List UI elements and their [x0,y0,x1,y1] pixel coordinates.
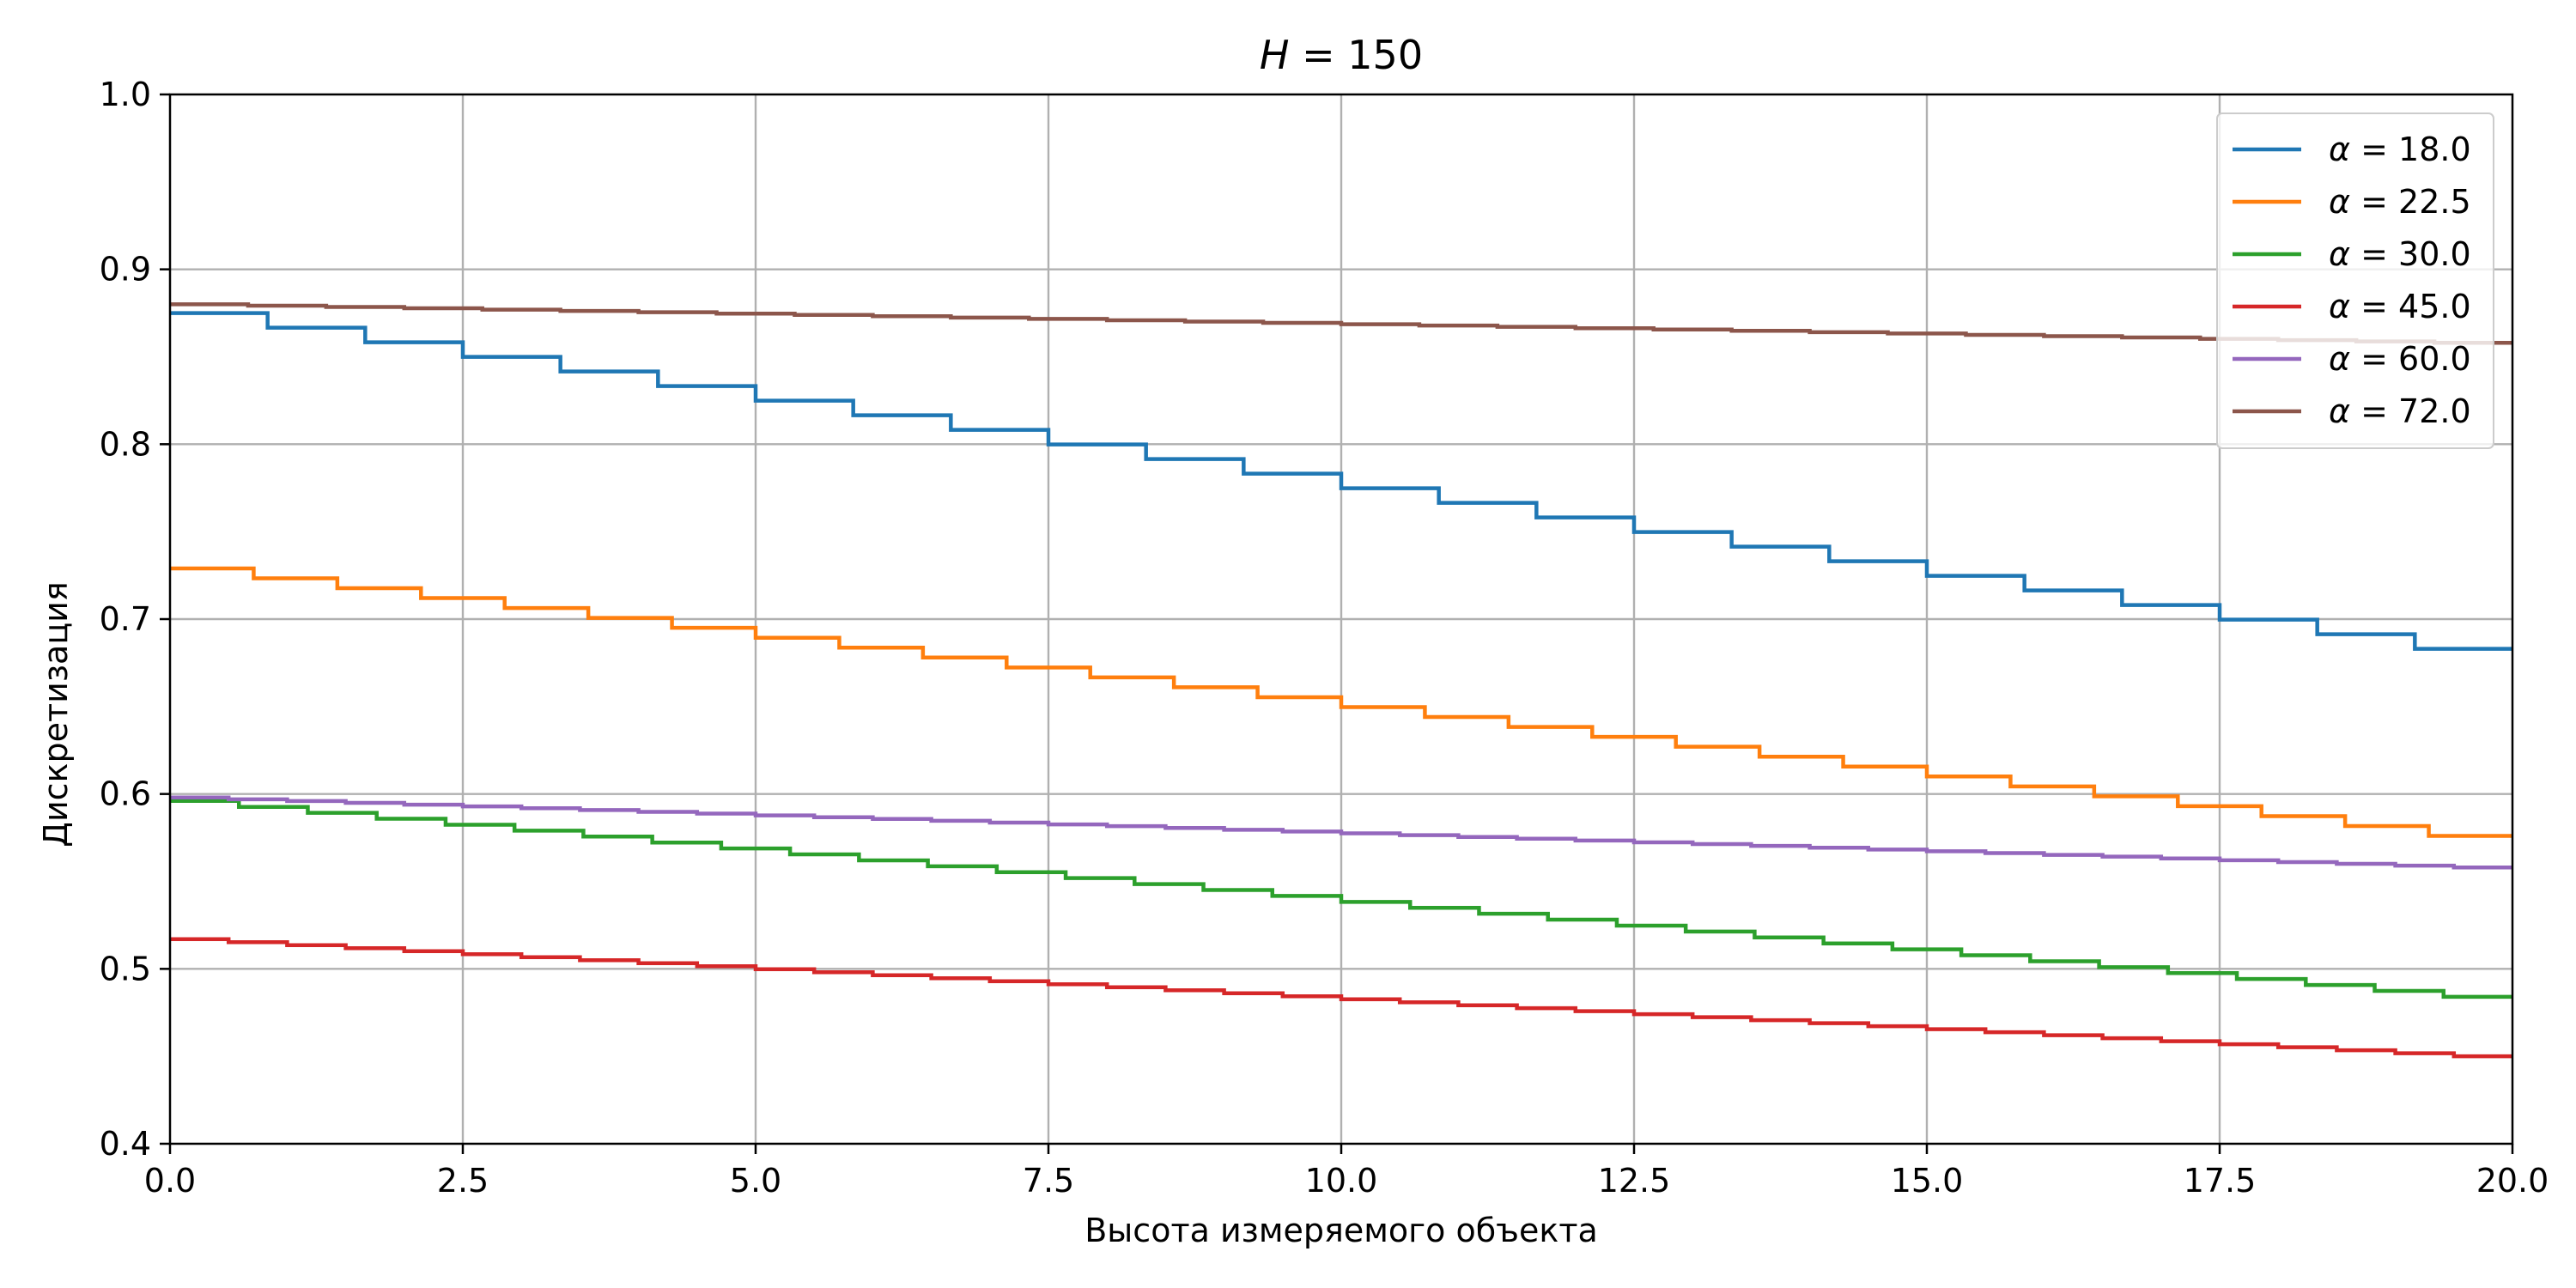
series-line-alpha-45-0 [170,937,2512,1059]
legend-item: α = 60.0 [2233,340,2471,378]
y-tick-label: 0.8 [100,425,151,463]
series-line-alpha-60-0 [170,795,2512,870]
axis-ticks: 0.0 2.5 5.0 7.5 10.0 12.5 15.0 17.5 20.0 0.4 0.5 0.… [100,76,2549,1200]
chart-title-value: = 150 [1290,32,1424,78]
series-line-alpha-30-0 [170,799,2512,999]
series-line-alpha-18-0 [170,311,2512,651]
legend-item: α = 22.5 [2233,183,2471,221]
y-tick-label: 0.6 [100,775,151,813]
y-axis-label: Дискретизация [37,581,75,847]
chart-title: H = 150 [1260,32,1423,78]
legend-label: α = 30.0 [2329,235,2471,273]
series-line-alpha-72-0 [170,302,2512,345]
y-tick-label: 0.4 [100,1125,151,1163]
legend-label: α = 18.0 [2329,131,2471,168]
x-tick-label: 15.0 [1891,1162,1964,1200]
legend-item: α = 18.0 [2233,131,2471,168]
x-axis-label: Высота измеряемого объекта [1084,1212,1598,1249]
x-tick-label: 17.5 [2184,1162,2257,1200]
y-tick-label: 0.9 [100,251,151,289]
x-tick-label: 0.0 [144,1162,196,1200]
y-tick-label: 1.0 [100,76,151,113]
grid [170,94,2512,1144]
legend-label: α = 72.0 [2329,392,2471,430]
x-tick-label: 2.5 [437,1162,489,1200]
legend-label: α = 22.5 [2329,183,2471,221]
series-line-alpha-22-5 [170,566,2512,838]
legend-box [2216,112,2494,449]
x-tick-label: 10.0 [1305,1162,1378,1200]
x-tick-label: 20.0 [2476,1162,2549,1200]
legend-item: α = 45.0 [2233,288,2471,325]
legend-label: α = 45.0 [2329,288,2471,325]
x-tick-label: 5.0 [730,1162,781,1200]
y-tick-label: 0.5 [100,950,151,987]
x-tick-label: 12.5 [1598,1162,1671,1200]
chart-title-variable: H [1260,32,1290,78]
legend-label: α = 60.0 [2329,340,2471,378]
series-layer [170,302,2512,1059]
legend-item: α = 30.0 [2233,235,2471,273]
legend: α = 18.0 α = 22.5 α = 30.0 α = 45.0 α = 60.0… [2216,112,2494,449]
x-tick-label: 7.5 [1023,1162,1074,1200]
legend-item: α = 72.0 [2233,392,2471,430]
y-tick-label: 0.7 [100,600,151,638]
